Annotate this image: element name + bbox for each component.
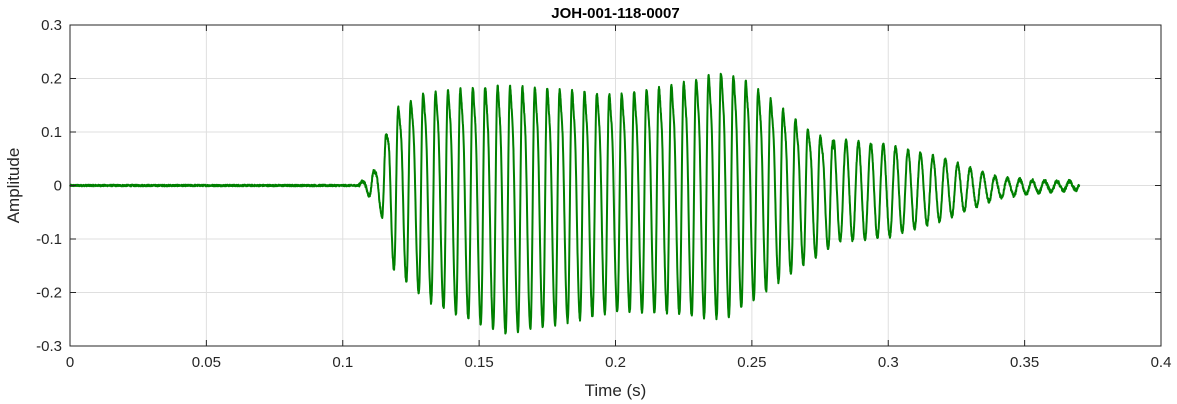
ticks	[69, 24, 1162, 347]
x-axis-label: Time (s)	[585, 381, 647, 400]
x-tick-label: 0.1	[332, 354, 353, 371]
y-tick-label: 0	[54, 178, 62, 195]
y-tick-label: 0.3	[41, 17, 62, 34]
x-tick-label: 0.2	[605, 354, 626, 371]
chart-title: JOH-001-118-0007	[551, 5, 679, 22]
y-tick-label: 0.2	[41, 71, 62, 88]
x-tick-label: 0.15	[465, 354, 494, 371]
x-tick-label: 0.3	[878, 354, 899, 371]
y-tick-label: 0.1	[41, 124, 62, 141]
x-tick-label: 0.4	[1151, 354, 1172, 371]
y-tick-label: -0.1	[36, 231, 62, 248]
x-tick-label: 0.35	[1010, 354, 1039, 371]
waveform-series	[69, 72, 1081, 335]
waveform-line	[69, 72, 1081, 335]
y-tick-label: -0.2	[36, 285, 62, 302]
x-tick-label: 0	[66, 354, 74, 371]
x-tick-label: 0.05	[192, 354, 221, 371]
y-tick-label: -0.3	[36, 338, 62, 355]
x-tick-label: 0.25	[737, 354, 766, 371]
y-axis-label: Amplitude	[4, 148, 23, 224]
tick-labels: 0 0.05 0.1 0.15 0.2 0.25 0.3 0.35 0.40.30.20.10-…	[36, 17, 1171, 371]
